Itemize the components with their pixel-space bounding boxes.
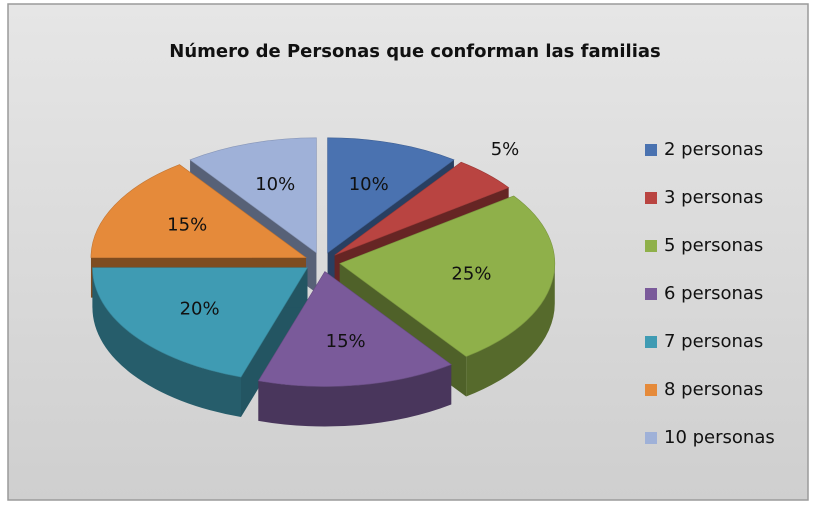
data-label: 15% (326, 331, 366, 352)
legend: 2 personas 3 personas 5 personas 6 personas… (645, 139, 775, 448)
slice (334, 161, 510, 256)
legend-label: 8 personas (664, 379, 763, 400)
pie-tops (90, 137, 556, 387)
slice-side (466, 263, 555, 397)
slice-side (258, 364, 452, 427)
legend-label: 2 personas (664, 139, 763, 160)
legend-swatch (645, 336, 657, 348)
legend-label: 3 personas (664, 187, 763, 208)
slice (257, 271, 452, 387)
legend-swatch (645, 288, 657, 300)
legend-swatch (645, 192, 657, 204)
legend-swatch (645, 240, 657, 252)
legend-swatch (645, 144, 657, 156)
data-label: 25% (451, 264, 491, 285)
data-label: 5% (491, 139, 520, 160)
slice-side (92, 267, 241, 418)
data-label: 20% (180, 299, 220, 320)
slice (339, 195, 556, 357)
legend-label: 5 personas (664, 235, 763, 256)
slice (189, 137, 317, 254)
data-label: 15% (167, 214, 207, 235)
legend-label: 10 personas (664, 427, 775, 448)
slice (90, 164, 307, 258)
chart-title: Número de Personas que conforman las fam… (169, 41, 661, 62)
slice (327, 137, 455, 254)
data-label: 10% (255, 174, 295, 195)
legend-swatch (645, 384, 657, 396)
data-label: 10% (349, 174, 389, 195)
data-labels: 10% 5% 25% 15% 20% 15% 10% (167, 139, 519, 352)
legend-swatch (645, 432, 657, 444)
legend-label: 7 personas (664, 331, 763, 352)
slice (92, 267, 308, 378)
legend-label: 6 personas (664, 283, 763, 304)
